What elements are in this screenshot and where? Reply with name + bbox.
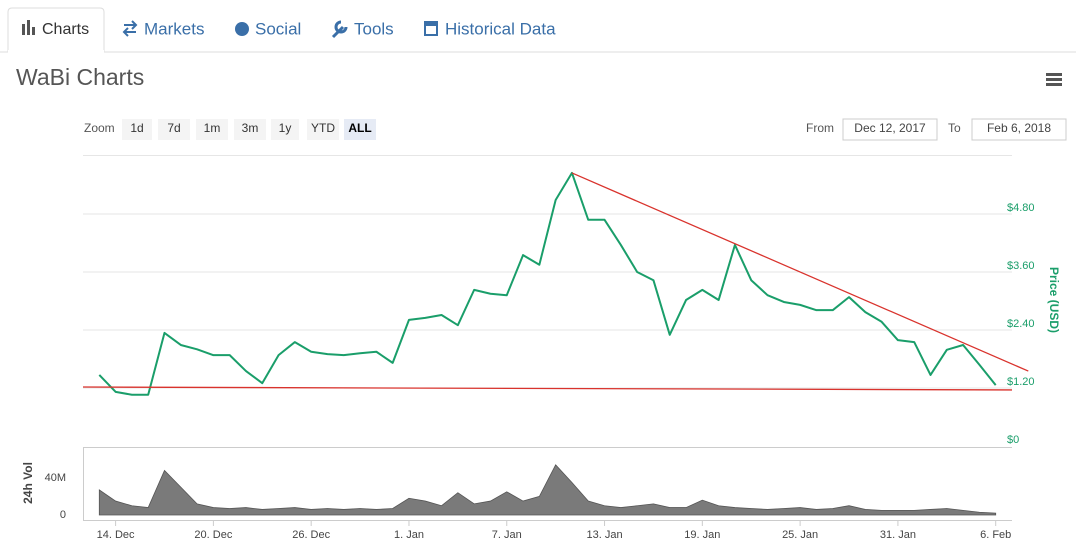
x-tick-label: 20. Dec [194,529,232,541]
price-line [98,171,997,396]
zoom-button[interactable] [158,119,190,140]
y-tick-label: $2.40 [1007,318,1035,330]
zoom-button-label: ALL [348,121,371,135]
y-axis-label: 24h Vol [21,462,35,504]
x-tick-label: 25. Jan [782,529,818,541]
y-axis-label: Price (USD) [1047,267,1061,333]
y-tick-label: $1.20 [1007,376,1035,388]
y-tick-label: $4.80 [1007,202,1035,214]
tab-label[interactable]: Historical Data [445,19,556,38]
social-icon [235,22,249,36]
trend-line [82,386,1013,391]
to-input[interactable] [971,118,1067,141]
from-date: Dec 12, 2017 [854,121,926,135]
zoom-button-label: 1d [130,121,143,135]
tools-icon [331,20,348,39]
from-label: From [806,121,834,135]
to-date: Feb 6, 2018 [987,121,1051,135]
tab-label[interactable]: Charts [42,21,89,38]
x-tick-label: 26. Dec [292,529,330,541]
x-tick-label: 6. Feb [980,529,1011,541]
x-tick-label: 1. Jan [394,529,424,541]
tab-label[interactable]: Social [255,19,301,38]
chart-icon [22,20,35,35]
zoom-button[interactable] [271,119,299,140]
zoom-label: Zoom [84,121,115,135]
zoom-button[interactable] [234,119,266,140]
page-title: WaBi Charts [16,64,144,90]
calendar-icon [424,21,438,36]
active-tab[interactable] [7,7,105,52]
zoom-button[interactable] [307,119,339,140]
y-tick-label: 40M [45,472,66,484]
volume-area [98,464,997,516]
x-tick-label: 14. Dec [97,529,135,541]
from-input[interactable] [842,118,938,141]
zoom-button-label: 3m [242,121,259,135]
zoom-button[interactable] [122,119,152,140]
menu-button[interactable] [1046,73,1062,86]
x-tick-label: 13. Jan [586,529,622,541]
y-tick-label: 0 [60,509,66,521]
zoom-button[interactable] [344,119,376,140]
to-label: To [948,121,961,135]
tab-label[interactable]: Tools [354,19,394,38]
active-tab-gap [8,50,104,54]
trend-line [571,172,1029,372]
y-tick-label: $3.60 [1007,260,1035,272]
markets-icon [122,20,138,37]
x-tick-label: 7. Jan [492,529,522,541]
zoom-button-label: 1m [204,121,221,135]
zoom-button[interactable] [196,119,228,140]
y-tick-label: $0 [1007,434,1019,446]
tab-label[interactable]: Markets [144,19,204,38]
zoom-button-label: YTD [311,121,335,135]
x-tick-label: 19. Jan [684,529,720,541]
zoom-button-label: 1y [279,121,292,135]
x-tick-label: 31. Jan [880,529,916,541]
zoom-button-label: 7d [167,121,180,135]
